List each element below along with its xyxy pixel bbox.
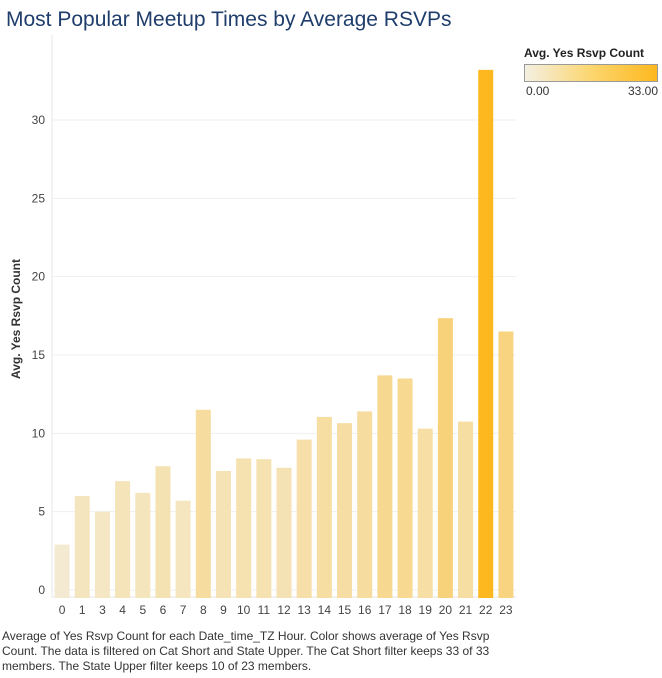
bar-hour-17[interactable] — [377, 375, 393, 598]
x-tick-label: 0 — [59, 603, 66, 617]
legend-labels: 0.00 33.00 — [524, 84, 658, 98]
bar-hour-15[interactable] — [337, 423, 353, 598]
y-tick-label: 10 — [32, 426, 46, 440]
x-tick-label: 8 — [200, 603, 207, 617]
y-tick-label: 0 — [38, 583, 45, 597]
bar-hour-13[interactable] — [296, 439, 312, 598]
color-legend: Avg. Yes Rsvp Count 0.00 33.00 — [524, 46, 660, 98]
x-tick-label: 7 — [180, 603, 187, 617]
caption: Average of Yes Rsvp Count for each Date_… — [2, 629, 490, 673]
bars — [54, 69, 514, 599]
x-tick-label: 6 — [160, 603, 167, 617]
x-tick-label: 4 — [119, 603, 126, 617]
bar-hour-7[interactable] — [175, 500, 191, 598]
x-tick-label: 22 — [479, 603, 493, 617]
x-tick-label: 12 — [277, 603, 291, 617]
y-tick-label: 30 — [32, 113, 46, 127]
bar-hour-4[interactable] — [115, 481, 131, 598]
legend-min-label: 0.00 — [526, 84, 550, 98]
x-tick-label: 17 — [378, 603, 392, 617]
x-tick-label: 13 — [297, 603, 311, 617]
bar-hour-12[interactable] — [276, 467, 292, 598]
x-tick-label: 10 — [237, 603, 251, 617]
x-tick-label: 1 — [79, 603, 86, 617]
y-tick-label: 15 — [32, 348, 46, 362]
bar-hour-5[interactable] — [135, 492, 151, 598]
x-tick-label: 18 — [398, 603, 412, 617]
x-tick-label: 9 — [220, 603, 227, 617]
x-tick-label: 11 — [258, 603, 271, 617]
bar-hour-14[interactable] — [316, 416, 332, 598]
bar-hour-1[interactable] — [74, 496, 90, 598]
legend-title: Avg. Yes Rsvp Count — [524, 46, 645, 60]
bar-hour-8[interactable] — [195, 409, 211, 598]
y-tick-label: 5 — [38, 505, 45, 519]
x-tick-label: 20 — [439, 603, 453, 617]
legend-color-ramp — [524, 64, 658, 82]
chart-title: Most Popular Meetup Times by Average RSV… — [6, 8, 452, 31]
bar-hour-16[interactable] — [357, 411, 373, 598]
bar-hour-22[interactable] — [478, 69, 494, 598]
bar-hour-20[interactable] — [437, 318, 453, 598]
bar-hour-19[interactable] — [417, 428, 433, 598]
y-tick-label: 25 — [32, 191, 46, 205]
x-tick-label: 16 — [358, 603, 372, 617]
x-tick-label: 14 — [318, 603, 332, 617]
y-tick-label: 20 — [32, 270, 46, 284]
y-axis-ticks: 0 5 10 15 20 25 30 — [32, 113, 46, 597]
bar-hour-6[interactable] — [155, 466, 171, 598]
x-tick-label: 21 — [459, 603, 473, 617]
bar-hour-23[interactable] — [498, 331, 514, 599]
x-axis-ticks: 0 1 3 4 5 6 7 8 9 10 11 12 13 14 15 16 17 18 19 20 21 22 23 — [59, 603, 513, 617]
x-tick-label: 3 — [99, 603, 106, 617]
x-tick-label: 19 — [419, 603, 433, 617]
x-tick-label: 15 — [338, 603, 352, 617]
x-tick-label: 5 — [139, 603, 146, 617]
bar-hour-18[interactable] — [397, 378, 413, 599]
bar-hour-11[interactable] — [256, 459, 272, 598]
y-axis-label: Avg. Yes Rsvp Count — [9, 259, 23, 379]
x-tick-label: 23 — [499, 603, 513, 617]
bar-hour-9[interactable] — [215, 470, 231, 598]
bar-hour-3[interactable] — [94, 511, 110, 598]
bar-hour-21[interactable] — [458, 421, 474, 598]
bar-hour-0[interactable] — [54, 544, 70, 598]
bar-hour-10[interactable] — [236, 458, 252, 598]
legend-max-label: 33.00 — [627, 84, 658, 98]
